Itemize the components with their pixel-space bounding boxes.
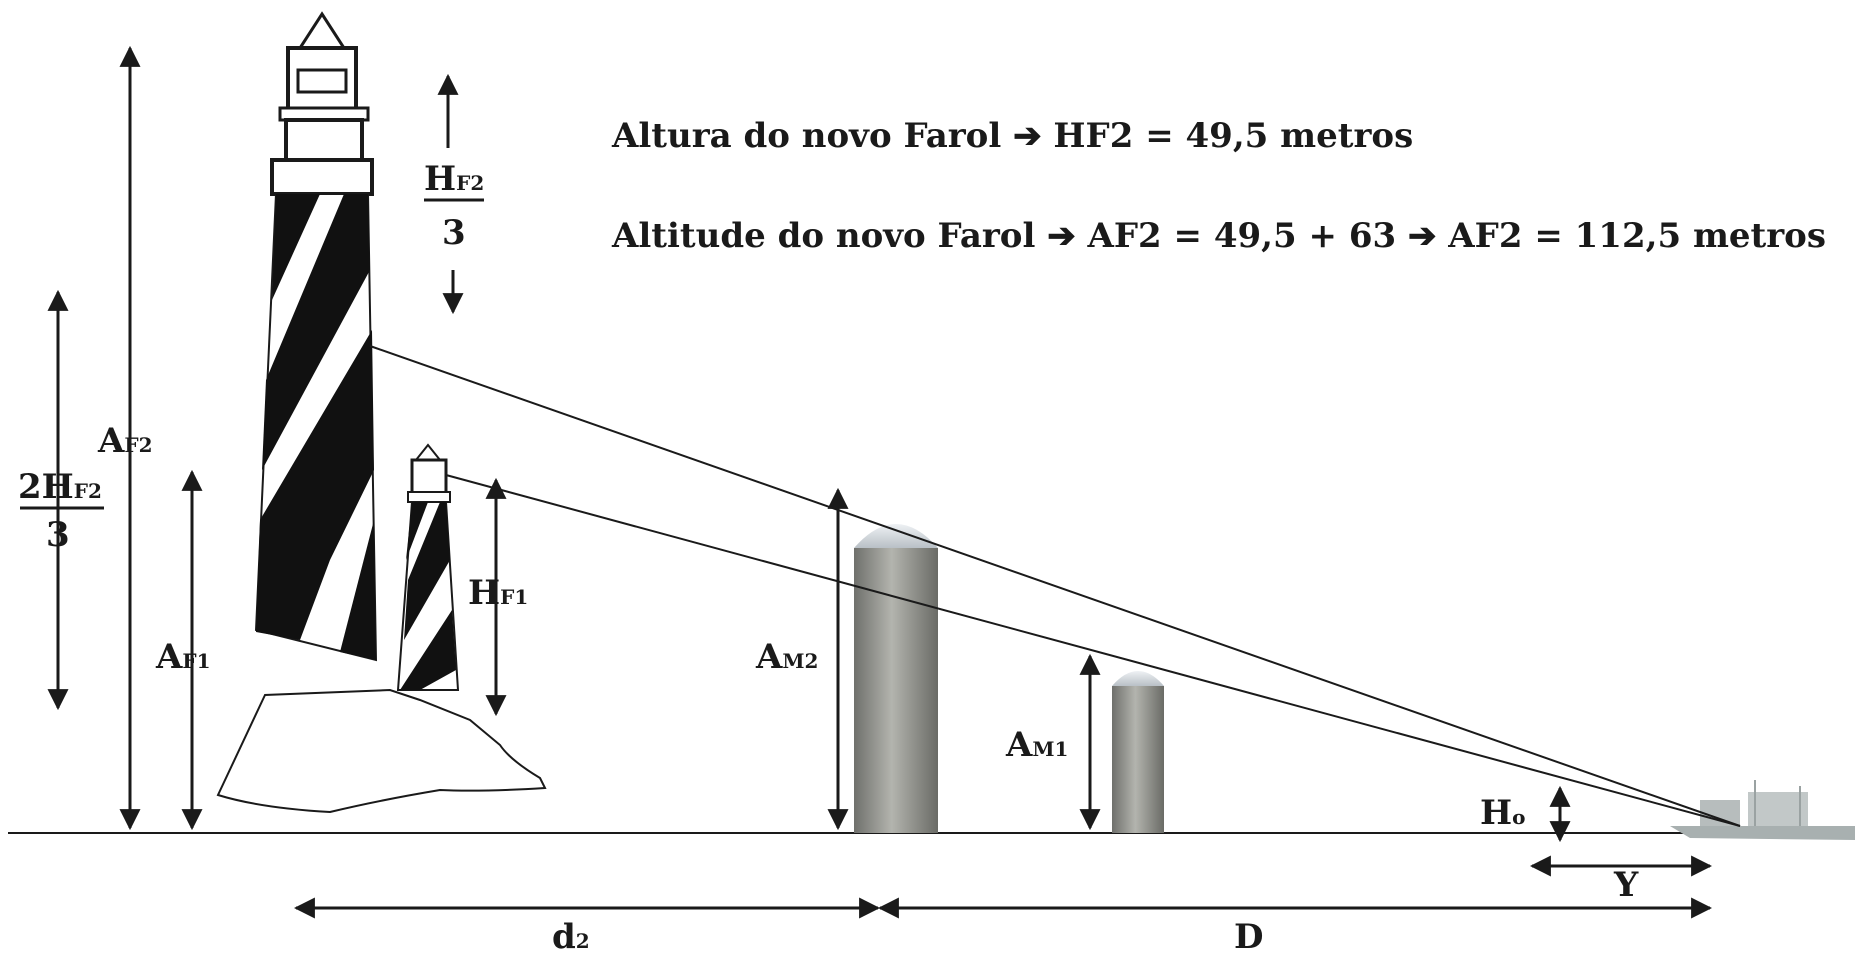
label-hf1: HF1	[468, 573, 528, 613]
label-d2: d2	[552, 917, 590, 953]
svg-text:3: 3	[46, 515, 70, 555]
sight-line-f1	[445, 474, 1741, 827]
equation-height: Altura do novo Farol ➔ HF2 = 49,5 metros	[612, 116, 1414, 156]
lighthouse-large	[254, 11, 378, 662]
sight-line-f2	[369, 345, 1741, 827]
svg-text:3: 3	[442, 213, 466, 253]
label-af2: AF2	[97, 421, 153, 461]
svg-text:HF2: HF2	[424, 159, 484, 199]
label-y: Y	[1613, 865, 1639, 905]
silo-small	[1112, 671, 1164, 833]
silo-large	[854, 524, 938, 833]
svg-text:2HF2: 2HF2	[18, 467, 102, 507]
label-am2: AM2	[755, 637, 818, 677]
label-af1: AF1	[155, 637, 211, 677]
label-D: D	[1234, 917, 1263, 953]
label-two-hf2-third: 2HF2 3	[18, 467, 104, 555]
cliff	[216, 688, 547, 814]
label-am1: AM1	[1005, 725, 1068, 765]
label-ho: Ho	[1480, 793, 1525, 833]
equation-altitude: Altitude do novo Farol ➔ AF2 = 49,5 + 63…	[612, 216, 1826, 256]
lighthouse-small	[396, 443, 460, 691]
label-hf2-third: HF2 3	[424, 159, 484, 253]
ship	[1670, 780, 1855, 840]
